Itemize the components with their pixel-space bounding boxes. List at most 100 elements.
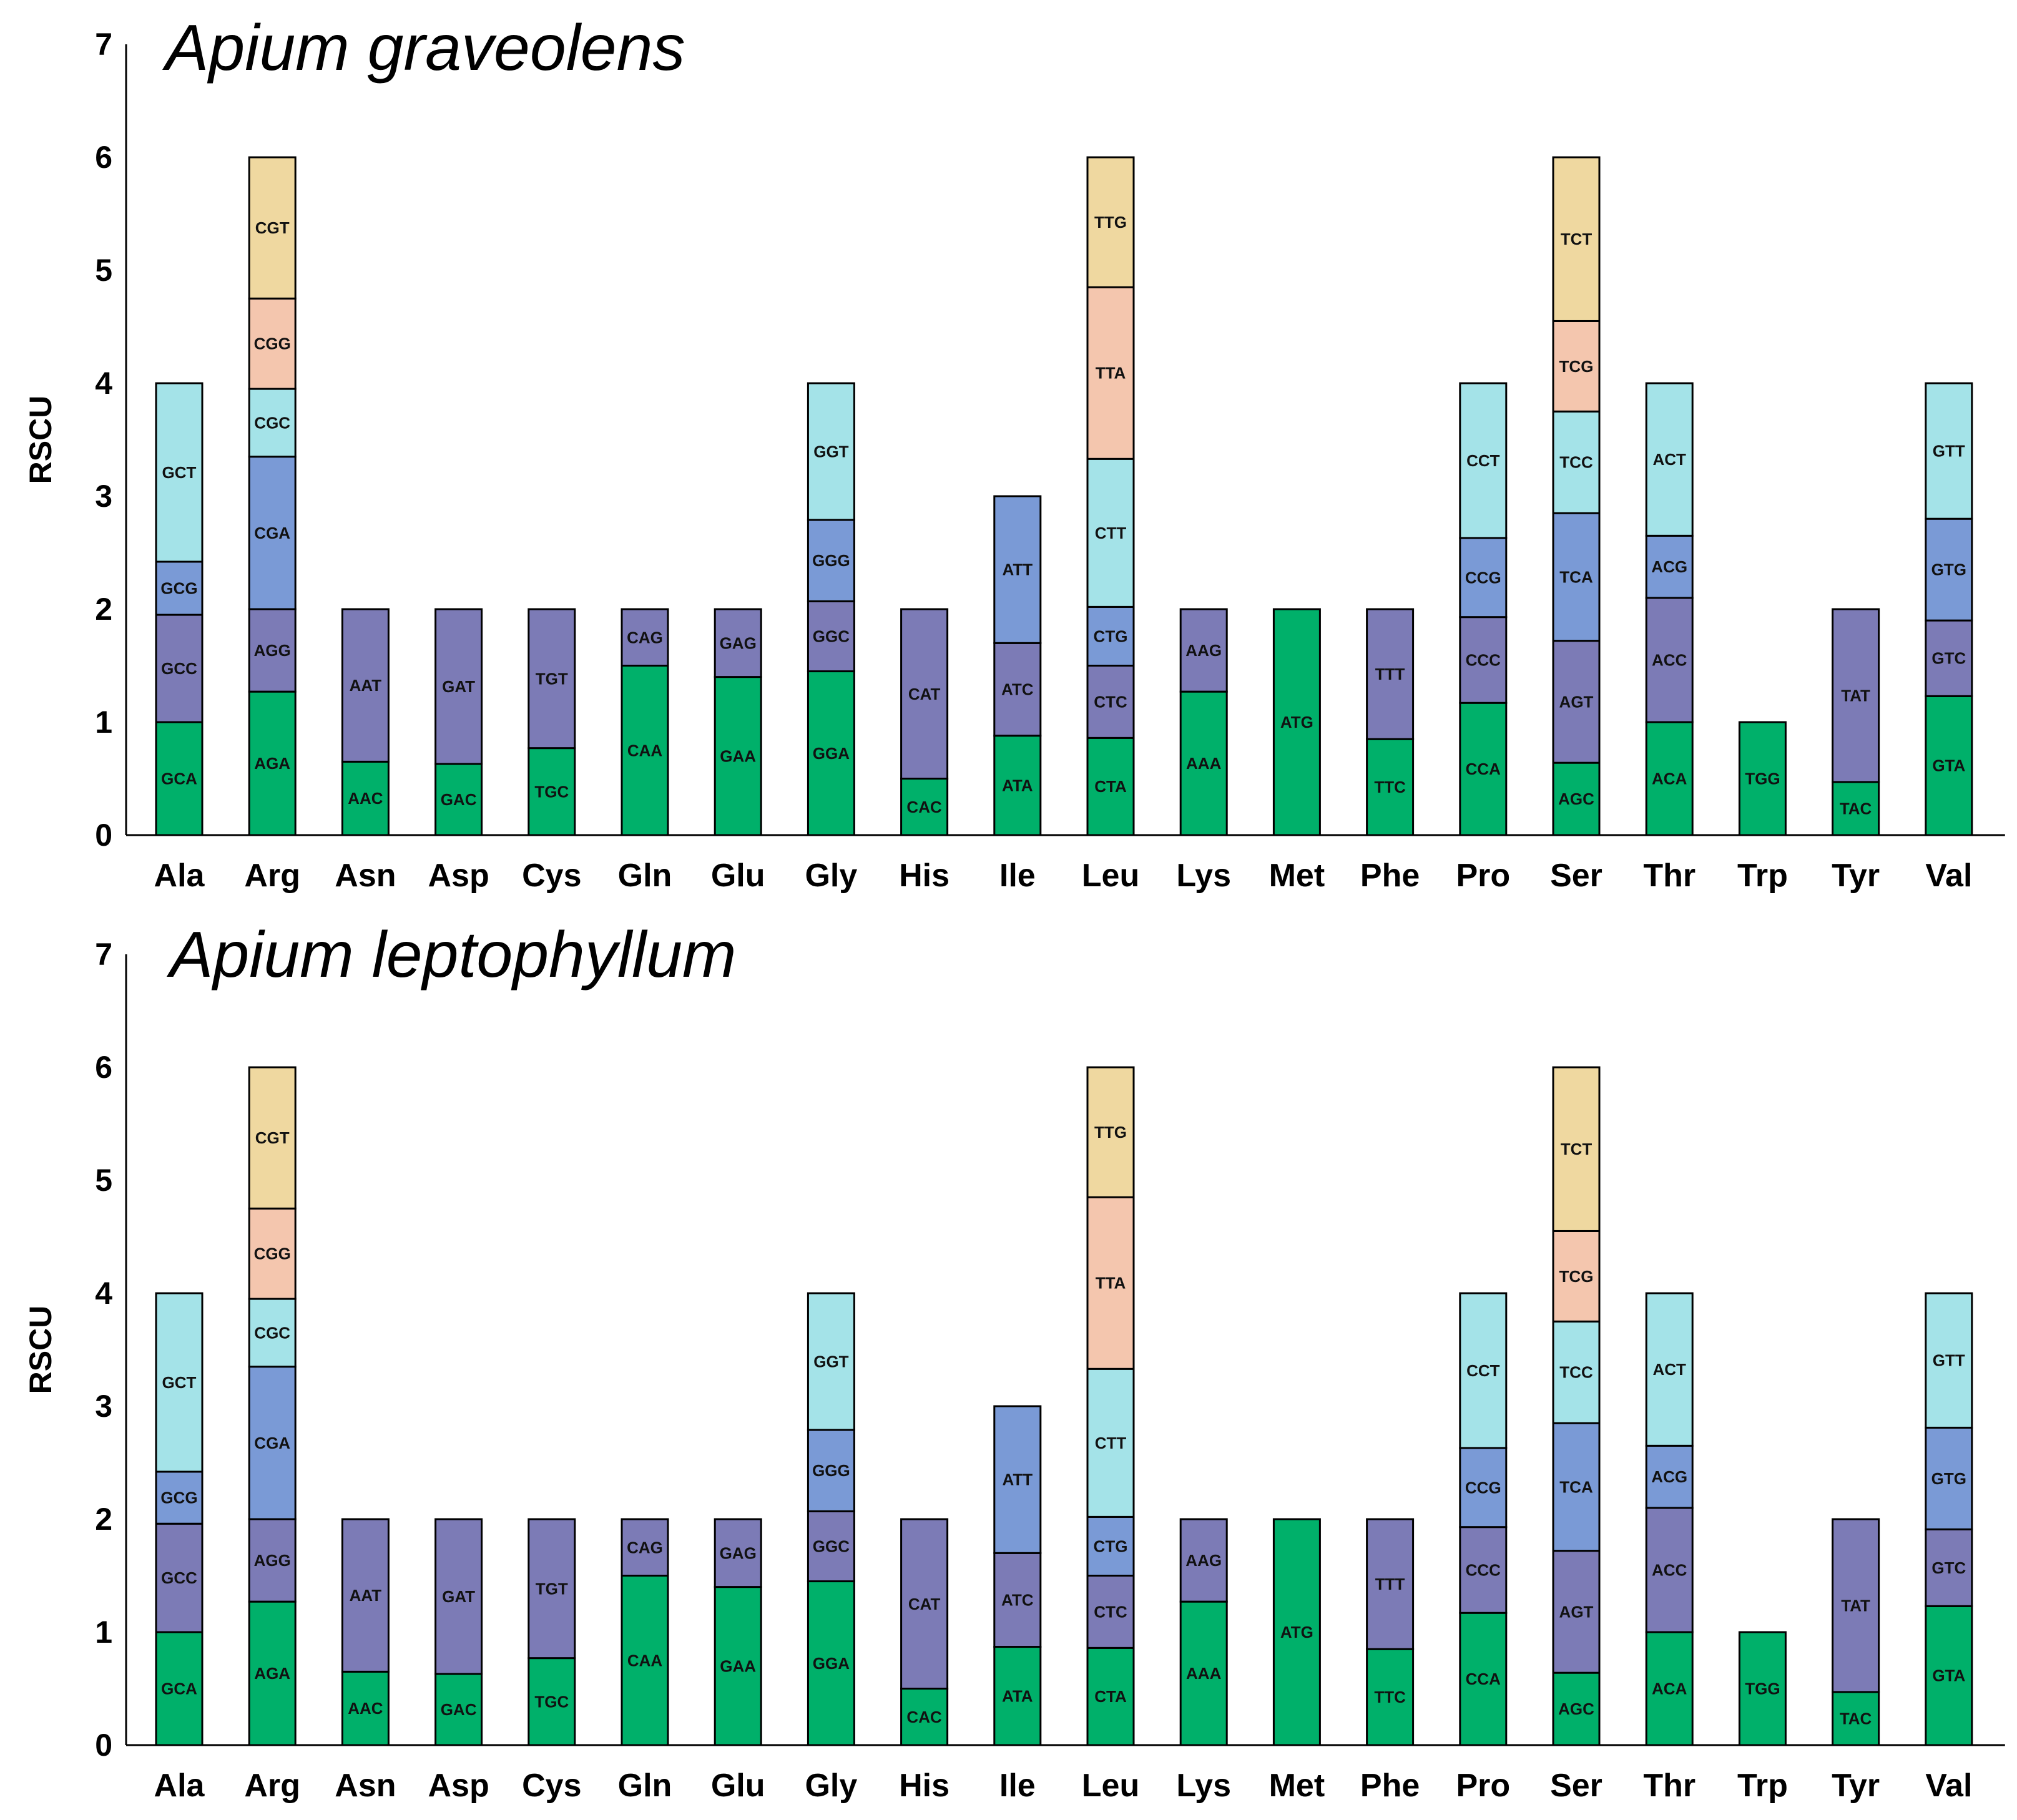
segment-label: ACT: [1652, 1360, 1686, 1379]
bar-segment-thr-act: [1645, 1292, 1694, 1447]
bar-segment-asn-aat: [341, 1518, 390, 1673]
segment-label: ATC: [1001, 680, 1034, 699]
bar-segment-leu-ctt: [1086, 1367, 1135, 1518]
x-tick-label: Trp: [1737, 1768, 1788, 1804]
segment-label: AAG: [1185, 641, 1222, 660]
segment-label: AGC: [1558, 790, 1594, 808]
bar-segment-met-atg: [1272, 608, 1321, 836]
segment-label: ATC: [1001, 1590, 1034, 1609]
bar-segment-pro-ccc: [1459, 616, 1508, 704]
bar-segment-pro-cca: [1459, 1612, 1508, 1746]
x-tick-label: Ile: [999, 1768, 1036, 1804]
bar-segment-gln-cag: [621, 1518, 669, 1577]
segment-label: GCC: [161, 1568, 197, 1587]
bar-segment-pro-ccg: [1459, 1447, 1508, 1529]
segment-label: CTA: [1094, 1687, 1127, 1706]
bar-segment-arg-cgt: [248, 1066, 297, 1210]
bar-segment-cys-tgc: [528, 747, 576, 836]
segment-label: CCT: [1466, 451, 1500, 470]
x-tick-label: Glu: [711, 1768, 765, 1804]
segment-label: AGA: [254, 754, 290, 773]
segment-label: ACC: [1652, 1560, 1687, 1579]
chart-panel-apium-graveolens: Apium graveolens RSCU 0 1 2 3 4 5 6 7 GCA GCC GCG GCT…: [23, 12, 2005, 894]
y-tick-label: 2: [95, 592, 112, 627]
segment-label: CGT: [255, 1128, 290, 1147]
segment-label: GCA: [161, 770, 197, 788]
segment-label: GGC: [813, 1537, 850, 1555]
segment-label: CTT: [1095, 1434, 1127, 1452]
segment-label: TCA: [1559, 1477, 1593, 1496]
segment-label: GGA: [813, 744, 850, 763]
bar-segment-gly-ggc: [807, 600, 855, 673]
segment-label: TTA: [1096, 1274, 1126, 1293]
bar-segment-val-gtg: [1925, 1426, 1973, 1530]
bar-segment-leu-ctc: [1086, 665, 1135, 739]
bar-segment-thr-aca: [1645, 721, 1694, 836]
x-tick-label: Asn: [335, 1768, 396, 1804]
segment-label: ATG: [1280, 1623, 1313, 1641]
bar-segment-arg-cgt: [248, 156, 297, 300]
x-tick-label: Leu: [1082, 1768, 1139, 1804]
x-tick-label: Leu: [1082, 858, 1139, 894]
bar-segment-thr-acc: [1645, 597, 1694, 723]
segment-label: TCG: [1559, 1267, 1594, 1286]
x-tick-label: Asn: [335, 858, 396, 894]
chart-title: Apium graveolens: [162, 12, 685, 84]
segment-label: TGT: [536, 669, 568, 688]
bar-segment-gly-ggg: [807, 1429, 855, 1512]
x-tick-label: Asp: [428, 858, 489, 894]
segment-label: GCT: [162, 463, 197, 482]
segment-label: ATG: [1280, 713, 1313, 731]
x-tick-label: Thr: [1643, 858, 1696, 894]
y-tick-label: 5: [95, 1163, 112, 1198]
bar-segment-leu-tta: [1086, 1196, 1135, 1370]
x-tick-label: Pro: [1456, 1768, 1510, 1804]
bar-segment-glu-gaa: [714, 1586, 762, 1746]
segment-label: GAT: [442, 677, 475, 696]
bar-segment-gln-caa: [621, 1575, 669, 1746]
x-tick-label: Ile: [999, 858, 1036, 894]
segment-label: CGC: [254, 1323, 290, 1342]
y-tick-label: 0: [95, 1728, 112, 1763]
segment-label: CGT: [255, 218, 290, 237]
segment-label: GTG: [1931, 560, 1966, 579]
segment-label: AAC: [348, 1699, 383, 1718]
segment-label: GTC: [1931, 649, 1966, 668]
bar-segment-lys-aag: [1179, 608, 1228, 693]
bar-segment-arg-agg: [248, 608, 297, 693]
segment-label: TGG: [1745, 770, 1780, 788]
x-tick-label: Trp: [1737, 858, 1788, 894]
bar-segment-cys-tgc: [528, 1657, 576, 1746]
bar-segment-glu-gag: [714, 1518, 762, 1588]
x-tick-label: Met: [1269, 1768, 1325, 1804]
bar-segment-asp-gac: [434, 763, 483, 836]
x-tick-label: Tyr: [1832, 1768, 1880, 1804]
bar-segment-lys-aag: [1179, 1518, 1228, 1603]
segment-label: CCA: [1466, 760, 1501, 778]
segment-label: CGG: [254, 335, 291, 353]
bar-segment-asn-aac: [341, 1670, 390, 1746]
x-tick-label: His: [899, 1768, 950, 1804]
segment-label: AGC: [1558, 1700, 1594, 1718]
chart-title: Apium leptophyllum: [166, 919, 737, 991]
bar-segment-gly-gga: [807, 670, 855, 836]
segment-label: CCA: [1466, 1670, 1501, 1688]
bar-segment-thr-acg: [1645, 1444, 1694, 1509]
x-tick-label: Lys: [1176, 1768, 1231, 1804]
segment-label: CAG: [627, 628, 663, 647]
segment-label: GTA: [1932, 1666, 1965, 1685]
bar-segment-ile-atc: [993, 642, 1042, 737]
segment-label: CAT: [908, 685, 941, 703]
bar-segment-val-gtt: [1925, 1292, 1973, 1429]
segment-label: AAA: [1186, 1664, 1222, 1683]
y-tick-label: 1: [95, 705, 112, 740]
segment-label: CGC: [254, 413, 290, 432]
segment-label: TCA: [1559, 567, 1593, 586]
x-tick-label: Thr: [1643, 1768, 1696, 1804]
segment-label: TCT: [1561, 1140, 1592, 1158]
bar-segment-leu-ctg: [1086, 1515, 1135, 1577]
segment-label: TCG: [1559, 357, 1594, 376]
x-tick-label: Gln: [618, 858, 672, 894]
segment-label: CTG: [1094, 627, 1128, 645]
